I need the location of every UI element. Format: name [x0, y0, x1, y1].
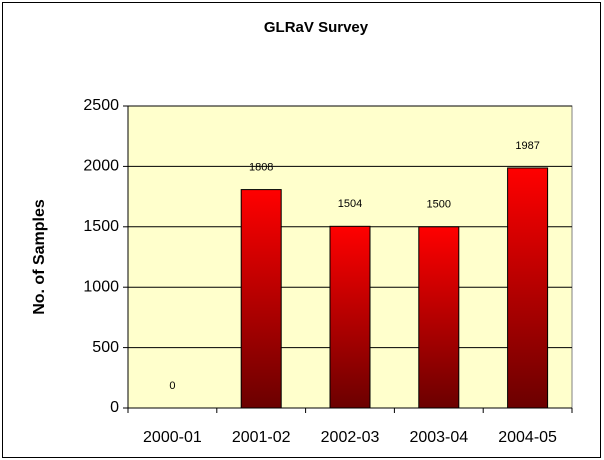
bar [329, 225, 371, 409]
bar [240, 189, 282, 409]
data-label: 1504 [338, 198, 362, 210]
data-label: 1987 [515, 140, 539, 152]
y-tick-label: 1500 [83, 218, 119, 235]
y-tick-label: 0 [110, 399, 119, 416]
data-label: 1808 [249, 161, 273, 173]
x-tick-label: 2004-05 [498, 429, 557, 446]
x-tick-label: 2000-01 [143, 429, 202, 446]
chart-title: GLRaV Survey [264, 19, 369, 36]
data-label: 1500 [427, 199, 451, 211]
x-tick-label: 2001-02 [232, 429, 291, 446]
x-tick-label: 2002-03 [321, 429, 380, 446]
data-label: 0 [169, 380, 175, 392]
x-tick-label: 2003-04 [409, 429, 468, 446]
bar [507, 167, 549, 409]
y-tick-label: 2000 [83, 158, 119, 175]
y-tick-label: 1000 [83, 278, 119, 295]
y-tick-label: 500 [92, 339, 119, 356]
y-axis-label: No. of Samples [31, 199, 48, 315]
bar [418, 226, 460, 409]
y-tick-label: 2500 [83, 97, 119, 114]
